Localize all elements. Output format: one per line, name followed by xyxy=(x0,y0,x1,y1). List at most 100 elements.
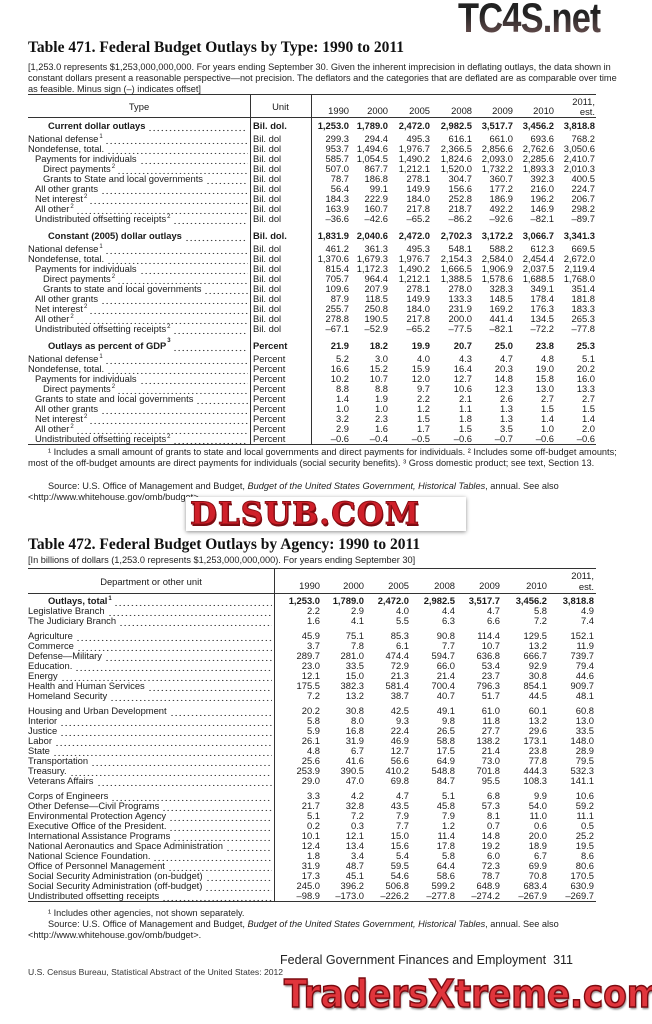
cell-value: 58.8 xyxy=(436,735,455,746)
cell-value: –0.6 xyxy=(330,433,349,444)
cell-value: 218.7 xyxy=(448,203,472,214)
cell-value: 1.5 xyxy=(416,413,430,424)
cell-value: 196.2 xyxy=(530,193,554,204)
unit-text: Bil. dol xyxy=(253,323,282,334)
row-label-text: Executive Office of the President. xyxy=(28,821,167,831)
cell-value: 3.4 xyxy=(350,850,364,861)
cell-value: 909.7 xyxy=(570,680,594,691)
cell-value: 796.3 xyxy=(476,680,500,691)
cell-value: 53.4 xyxy=(481,660,500,671)
cell-value: 6.3 xyxy=(441,615,455,626)
label-text: Payments for individuals xyxy=(35,373,137,384)
cell-value: 59.5 xyxy=(390,860,409,871)
row-label: Payments for individuals xyxy=(35,154,248,164)
row-label-text: Labor xyxy=(28,736,53,746)
cell-value: 54.6 xyxy=(390,870,409,881)
table-472-header: Department or other unit 1990 2000 2005 200… xyxy=(28,568,596,594)
cell-value: 2,982.5 xyxy=(440,120,472,131)
label-text: All other grants xyxy=(35,293,99,304)
label-text: Housing and Urban Development xyxy=(28,705,167,716)
cell-value: 953.7 xyxy=(325,143,349,154)
cell-value: 43.5 xyxy=(390,800,409,811)
cell-value: 58.6 xyxy=(436,870,455,881)
source-prefix: Source: U.S. Office of Management and Bu… xyxy=(48,481,248,491)
row-label-text: Outlays as percent of GDP3 xyxy=(48,338,171,354)
dot-leader xyxy=(225,841,272,851)
cell-value: 1.2 xyxy=(416,403,430,414)
cell-value: 3.2 xyxy=(335,413,349,424)
cell-value: 661.0 xyxy=(489,133,513,144)
table-row: Direct payments2 Percent 8.8 8.8 9.7 10.6 12.3… xyxy=(28,384,596,394)
row-label-text: Net interest2 xyxy=(35,414,87,424)
cell-value: 1,768.0 xyxy=(563,273,595,284)
dot-leader xyxy=(196,394,248,404)
row-label-text: All other2 xyxy=(35,204,74,214)
row-unit: Bil. dol. xyxy=(253,228,308,244)
cell-value: 26.1 xyxy=(301,735,320,746)
label-text: All other grants xyxy=(35,183,99,194)
table-row: Net interest2 Bil. dol 255.7 250.8 184.0 231.… xyxy=(28,304,596,314)
cell-value: 2,285.6 xyxy=(522,153,554,164)
unit-text: Percent xyxy=(253,423,286,434)
label-text: Health and Human Services xyxy=(28,680,145,691)
cell-value: 400.5 xyxy=(571,173,595,184)
row-label-text: Homeland Security xyxy=(28,691,108,701)
dot-leader xyxy=(169,811,272,821)
column-header-est: est. xyxy=(579,106,595,117)
cell-value: 0.2 xyxy=(306,820,320,831)
cell-value: 304.7 xyxy=(448,173,472,184)
table-row: Labor 26.1 31.9 46.9 58.8 138.2 173.1 148.0 xyxy=(28,736,596,746)
dot-leader xyxy=(169,821,272,831)
cell-value: 109.6 xyxy=(325,283,349,294)
row-label: Executive Office of the President. xyxy=(28,821,272,831)
label-text: Other Defense—Civil Programs xyxy=(28,800,160,811)
table-471-headnote: [1,253.0 represents $1,253,000,000,000. … xyxy=(28,62,617,94)
cell-value: 2,037.5 xyxy=(522,263,554,274)
cell-value: 4.7 xyxy=(499,353,513,364)
dot-leader xyxy=(75,204,248,214)
cell-value: 186.9 xyxy=(489,193,513,204)
cell-value: –67.1 xyxy=(325,323,349,334)
cell-value: 13.2 xyxy=(345,690,364,701)
table-row: National Science Foundation. 1.8 3.4 5.4 5.8… xyxy=(28,851,596,861)
row-label: Direct payments2 xyxy=(43,274,248,284)
cell-value: 72.9 xyxy=(390,660,409,671)
cell-value: 705.7 xyxy=(325,273,349,284)
row-label-text: Grants to state and local governments xyxy=(43,284,202,294)
dot-leader xyxy=(139,264,248,274)
cell-value: 867.7 xyxy=(364,163,388,174)
row-label: All other grants xyxy=(35,404,248,414)
cell-value: 252.8 xyxy=(448,193,472,204)
cell-value: 99.1 xyxy=(369,183,388,194)
cell-value: 2,154.3 xyxy=(440,253,472,264)
row-label: Payments for individuals xyxy=(35,264,248,274)
row-label: Transportation xyxy=(28,756,272,766)
cell-value: 1,789.0 xyxy=(332,595,364,606)
dot-leader xyxy=(104,134,248,144)
cell-value: 216.0 xyxy=(530,183,554,194)
footnote-marker: 2 xyxy=(83,304,88,310)
footnote-marker: 1 xyxy=(99,134,103,140)
cell-value: 1.6 xyxy=(306,615,320,626)
cell-value: 17.8 xyxy=(436,840,455,851)
cell-value: 184.3 xyxy=(325,193,349,204)
row-label-text: Undistributed offsetting receipts xyxy=(28,891,160,901)
cell-value: 222.9 xyxy=(364,193,388,204)
cell-value: 177.2 xyxy=(489,183,513,194)
cell-value: 2,093.0 xyxy=(481,153,513,164)
row-label: Homeland Security xyxy=(28,691,272,701)
cell-value: –65.2 xyxy=(406,323,430,334)
cell-value: 19.2 xyxy=(481,840,500,851)
cell-value: 13.2 xyxy=(528,640,547,651)
table-row: National defense1 Bil. dol 299.3 294.4 495.3… xyxy=(28,134,596,144)
cell-value: 3.0 xyxy=(374,353,388,364)
cell-value: 78.7 xyxy=(330,173,349,184)
cell-value: 46.9 xyxy=(390,735,409,746)
cell-value: 45.8 xyxy=(436,800,455,811)
row-label: Direct payments2 xyxy=(43,164,248,174)
cell-value: 8.8 xyxy=(374,383,388,394)
cell-value: 16.6 xyxy=(330,363,349,374)
label-text: Treasury. xyxy=(28,765,67,776)
cell-value: 92.9 xyxy=(528,660,547,671)
column-header-unit: Unit xyxy=(272,101,289,112)
